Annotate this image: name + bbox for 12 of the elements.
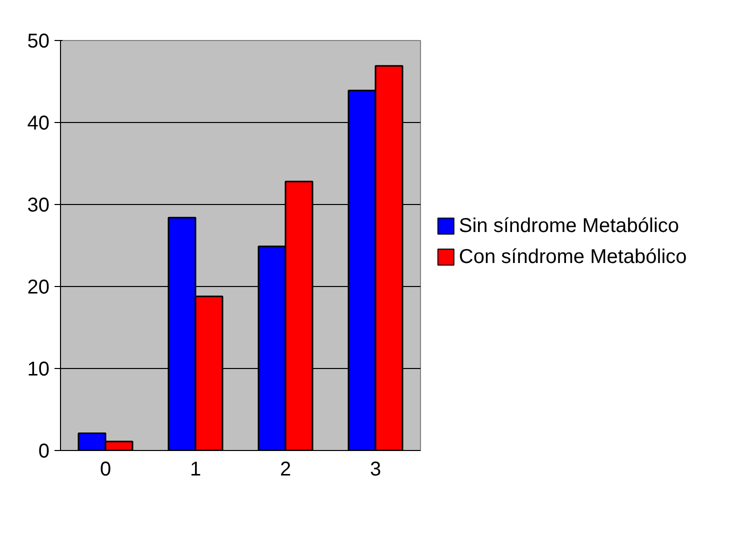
legend-label: Sin síndrome Metabólico bbox=[458, 215, 680, 238]
x-tick-label: 1 bbox=[190, 458, 202, 480]
y-tick-label: 50 bbox=[27, 30, 50, 52]
y-tick-label: 20 bbox=[27, 276, 50, 298]
y-tick-label: 40 bbox=[27, 112, 50, 134]
y-tick-label: 10 bbox=[27, 358, 50, 380]
x-tick-label: 2 bbox=[280, 458, 292, 480]
legend-label: Con síndrome Metabólico bbox=[458, 246, 687, 268]
y-tick-label: 30 bbox=[27, 194, 50, 216]
y-tick-label: 0 bbox=[38, 440, 50, 462]
x-tick-label: 3 bbox=[370, 458, 382, 480]
x-tick-label: 0 bbox=[100, 458, 112, 480]
